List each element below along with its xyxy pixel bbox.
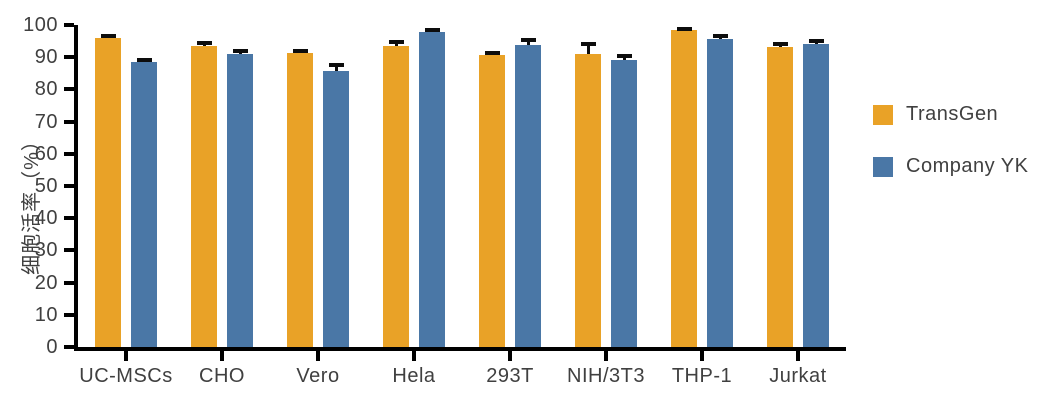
y-tick-label-60: 60 <box>34 142 58 165</box>
error-bar-cap-thp-1-company-yk <box>712 34 728 39</box>
y-tick-mark-0 <box>64 345 74 349</box>
y-tick-mark-80 <box>64 87 74 92</box>
bar-uc-mscs-company-yk <box>131 62 157 347</box>
x-tick-label-jurkat: Jurkat <box>769 365 827 387</box>
legend-swatch-company-yk <box>873 156 893 177</box>
y-tick-mark-60 <box>64 151 74 156</box>
error-bar-cap-jurkat-company-yk <box>808 39 824 44</box>
legend-label-transgen: TransGen <box>906 103 999 125</box>
bar-hela-transgen <box>383 46 409 347</box>
x-tick-label-293t: 293T <box>486 365 534 387</box>
bar-nih-3t3-transgen <box>575 53 601 347</box>
bar-293t-transgen <box>479 55 505 347</box>
bar-thp-1-transgen <box>671 30 697 347</box>
bar-uc-mscs-transgen <box>95 37 121 347</box>
bar-hela-company-yk <box>419 31 445 347</box>
x-tick-label-hela: Hela <box>392 365 436 387</box>
y-tick-label-10: 10 <box>34 303 58 326</box>
error-bar-cap-cho-company-yk <box>232 49 248 54</box>
y-tick-label-50: 50 <box>34 175 58 197</box>
error-bar-cap-nih-3t3-transgen <box>580 41 596 46</box>
y-tick-label-70: 70 <box>34 110 58 133</box>
x-tick-label-nih-3t3: NIH/3T3 <box>567 365 645 387</box>
error-bar-cap-hela-transgen <box>388 40 404 45</box>
x-axis-line <box>74 347 846 351</box>
legend-item-transgen: TransGen <box>873 103 1028 126</box>
x-tick-mark-nih-3t3 <box>604 351 608 361</box>
y-axis-line <box>74 25 78 351</box>
y-tick-mark-100 <box>64 23 74 27</box>
error-bar-stem-nih-3t3-company-yk <box>622 55 626 60</box>
legend-label-company-yk: Company YK <box>906 155 1029 177</box>
y-tick-mark-70 <box>64 119 74 124</box>
plot-area: 0 10 20 30 40 50 60 70 80 90 100 UC-MSCs CHO Vero Hela… <box>23 14 846 387</box>
bar-cho-transgen <box>191 45 217 347</box>
y-tick-mark-90 <box>64 55 74 60</box>
x-tick-mark-jurkat <box>796 351 800 361</box>
bar-vero-company-yk <box>323 71 349 347</box>
x-tick-label-vero: Vero <box>296 365 340 387</box>
legend-swatch-transgen <box>873 104 893 125</box>
y-tick-label-90: 90 <box>34 46 58 69</box>
y-tick-label-80: 80 <box>34 78 58 101</box>
y-tick-label-20: 20 <box>34 271 58 294</box>
x-tick-label-uc-mscs: UC-MSCs <box>79 365 173 387</box>
error-bar-cap-thp-1-transgen <box>676 26 692 31</box>
y-tick-mark-30 <box>64 248 74 253</box>
error-bar-cap-293t-transgen <box>484 50 500 55</box>
y-tick-label-40: 40 <box>34 207 58 230</box>
x-tick-mark-thp-1 <box>700 351 704 361</box>
y-tick-mark-20 <box>64 280 74 285</box>
bar-cho-company-yk <box>227 54 253 347</box>
bar-thp-1-company-yk <box>707 38 733 347</box>
bar-jurkat-transgen <box>767 46 793 347</box>
bar-293t-company-yk <box>515 44 541 347</box>
error-bar-cap-uc-mscs-company-yk <box>136 57 152 62</box>
y-tick-label-30: 30 <box>34 239 58 262</box>
x-tick-mark-cho <box>220 351 224 361</box>
error-bar-cap-nih-3t3-company-yk <box>616 53 632 58</box>
error-bar-stem-293t-company-yk <box>526 39 530 45</box>
legend: TransGen Company YK <box>873 103 1028 178</box>
x-tick-mark-uc-mscs <box>124 351 128 361</box>
legend-item-company-yk: Company YK <box>873 155 1028 178</box>
y-tick-mark-10 <box>64 312 74 317</box>
x-tick-label-cho: CHO <box>199 365 245 387</box>
error-bar-cap-vero-transgen <box>292 48 308 53</box>
y-tick-mark-50 <box>64 184 74 188</box>
error-bar-cap-hela-company-yk <box>424 27 440 32</box>
y-tick-label-100: 100 <box>23 14 58 36</box>
error-bar-cap-vero-company-yk <box>328 62 344 67</box>
x-tick-label-thp-1: THP-1 <box>671 365 733 387</box>
error-bar-stem-vero-company-yk <box>334 64 338 72</box>
error-bar-cap-jurkat-transgen <box>772 41 788 46</box>
error-bar-cap-293t-company-yk <box>520 37 536 42</box>
x-tick-mark-hela <box>412 351 416 361</box>
error-bar-stem-nih-3t3-transgen <box>586 43 590 54</box>
error-bar-cap-uc-mscs-transgen <box>100 33 116 38</box>
y-tick-mark-40 <box>64 216 74 221</box>
bar-vero-transgen <box>287 53 313 347</box>
x-tick-mark-vero <box>316 351 320 361</box>
error-bar-cap-cho-transgen <box>196 40 212 45</box>
bar-nih-3t3-company-yk <box>611 59 637 347</box>
bar-jurkat-company-yk <box>803 43 829 347</box>
y-tick-label-0: 0 <box>46 336 58 358</box>
x-tick-mark-293t <box>508 351 512 361</box>
